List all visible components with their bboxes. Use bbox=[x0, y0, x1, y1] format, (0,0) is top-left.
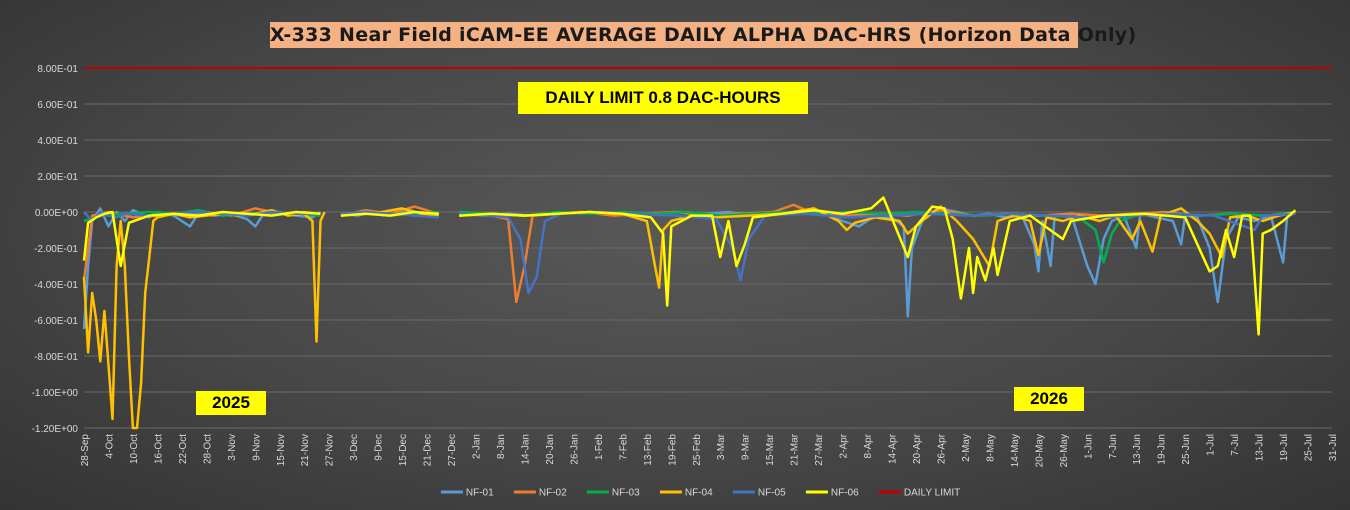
x-tick-label: 27-Nov bbox=[325, 434, 336, 466]
x-tick-label: 15-Dec bbox=[398, 434, 409, 466]
x-tick-label: 9-Mar bbox=[741, 433, 752, 460]
x-tick-label: 13-Jul bbox=[1255, 434, 1266, 461]
x-tick-label: 22-Oct bbox=[178, 434, 189, 464]
x-tick-label: 14-Apr bbox=[888, 433, 899, 464]
x-tick-label: 26-Apr bbox=[936, 433, 947, 464]
x-tick-label: 1-Feb bbox=[594, 434, 605, 461]
x-tick-label: 7-Feb bbox=[618, 434, 629, 461]
x-tick-label: 25-Jun bbox=[1181, 434, 1192, 465]
y-tick-label: 6.00E-01 bbox=[37, 100, 78, 111]
x-tick-label: 4-Oct bbox=[104, 434, 115, 459]
x-tick-label: 21-Mar bbox=[790, 433, 801, 465]
x-tick-label: 15-Nov bbox=[276, 434, 287, 466]
x-tick-label: 20-Apr bbox=[912, 433, 923, 464]
x-tick-label: 31-Jul bbox=[1328, 434, 1339, 461]
x-tick-label: 26-Jan bbox=[569, 434, 580, 465]
y-tick-label: 8.00E-01 bbox=[37, 64, 78, 75]
x-tick-label: 7-Jul bbox=[1230, 434, 1241, 456]
x-tick-label: 20-May bbox=[1034, 434, 1045, 467]
x-tick-label: 28-Oct bbox=[202, 434, 213, 464]
x-tick-label: 2-Jan bbox=[472, 434, 483, 459]
x-tick-label: 19-Jul bbox=[1279, 434, 1290, 461]
x-tick-label: 19-Jun bbox=[1157, 434, 1168, 465]
y-tick-label: -8.00E-01 bbox=[34, 352, 78, 363]
chart-title: X-333 Near Field iCAM-EE AVERAGE DAILY A… bbox=[270, 22, 1137, 48]
y-tick-label: 2.00E-01 bbox=[37, 172, 78, 183]
y-tick-label: -1.00E+00 bbox=[32, 388, 79, 399]
legend-item: NF-02 bbox=[513, 488, 567, 499]
y-tick-label: 4.00E-01 bbox=[37, 136, 78, 147]
year-2025-label: 2025 bbox=[196, 391, 266, 415]
x-tick-label: 28-Sep bbox=[80, 434, 91, 467]
x-tick-label: 10-Oct bbox=[129, 434, 140, 464]
legend-label: NF-02 bbox=[539, 488, 567, 499]
series-nf-05 bbox=[83, 210, 1296, 295]
year-2026-label: 2026 bbox=[1014, 387, 1084, 411]
legend-label: NF-03 bbox=[612, 488, 640, 499]
series-line bbox=[82, 196, 1297, 336]
legend-label: NF-06 bbox=[831, 488, 859, 499]
x-tick-label: 9-Nov bbox=[251, 434, 262, 461]
y-tick-label: -2.00E-01 bbox=[34, 244, 78, 255]
x-tick-label: 2-Apr bbox=[839, 433, 850, 458]
x-tick-label: 2-May bbox=[961, 434, 972, 462]
legend-item: NF-04 bbox=[659, 488, 713, 499]
x-tick-label: 14-Jan bbox=[520, 434, 531, 465]
x-tick-label: 9-Dec bbox=[374, 434, 385, 461]
x-tick-label: 16-Oct bbox=[153, 434, 164, 464]
x-tick-label: 21-Dec bbox=[423, 434, 434, 466]
x-tick-label: 27-Dec bbox=[447, 434, 458, 466]
x-tick-label: 25-Feb bbox=[692, 434, 703, 466]
x-tick-label: 8-Apr bbox=[863, 433, 874, 458]
x-tick-label: 26-May bbox=[1059, 434, 1070, 467]
series-nf-01 bbox=[82, 207, 1296, 330]
legend-item: NF-05 bbox=[732, 488, 786, 499]
legend-label: NF-01 bbox=[466, 488, 494, 499]
legend-item: NF-03 bbox=[586, 488, 640, 499]
legend-item: NF-06 bbox=[805, 488, 859, 499]
x-tick-label: 19-Feb bbox=[667, 434, 678, 466]
x-tick-label: 13-Jun bbox=[1132, 434, 1143, 465]
legend-label: NF-05 bbox=[758, 488, 786, 499]
x-tick-label: 21-Nov bbox=[300, 434, 311, 466]
x-tick-label: 13-Feb bbox=[643, 434, 654, 466]
x-tick-label: 27-Mar bbox=[814, 433, 825, 465]
y-tick-label: -1.20E+00 bbox=[32, 424, 79, 435]
x-tick-label: 1-Jun bbox=[1083, 434, 1094, 459]
x-tick-label: 3-Mar bbox=[716, 433, 727, 460]
legend-label: DAILY LIMIT bbox=[904, 488, 960, 499]
legend-label: NF-04 bbox=[685, 488, 713, 499]
series-line bbox=[83, 210, 1296, 295]
y-tick-label: 0.00E+00 bbox=[35, 208, 79, 219]
x-tick-label: 15-Mar bbox=[765, 433, 776, 465]
series-line bbox=[82, 207, 1296, 330]
x-tick-label: 8-Jan bbox=[496, 434, 507, 459]
daily-limit-annotation: DAILY LIMIT 0.8 DAC-HOURS bbox=[518, 82, 808, 114]
x-tick-label: 3-Dec bbox=[349, 434, 360, 461]
x-tick-label: 7-Jun bbox=[1108, 434, 1119, 459]
x-tick-label: 3-Nov bbox=[227, 434, 238, 461]
legend-item: NF-01 bbox=[440, 488, 494, 499]
x-tick-label: 25-Jul bbox=[1304, 434, 1315, 461]
y-tick-label: -4.00E-01 bbox=[34, 280, 78, 291]
legend-item: DAILY LIMIT bbox=[878, 488, 960, 499]
x-tick-label: 8-May bbox=[985, 434, 996, 462]
x-tick-label: 1-Jul bbox=[1206, 434, 1217, 456]
x-tick-label: 20-Jan bbox=[545, 434, 556, 465]
x-tick-label: 14-May bbox=[1010, 434, 1021, 467]
series-nf-06 bbox=[82, 196, 1297, 336]
y-tick-label: -6.00E-01 bbox=[34, 316, 78, 327]
